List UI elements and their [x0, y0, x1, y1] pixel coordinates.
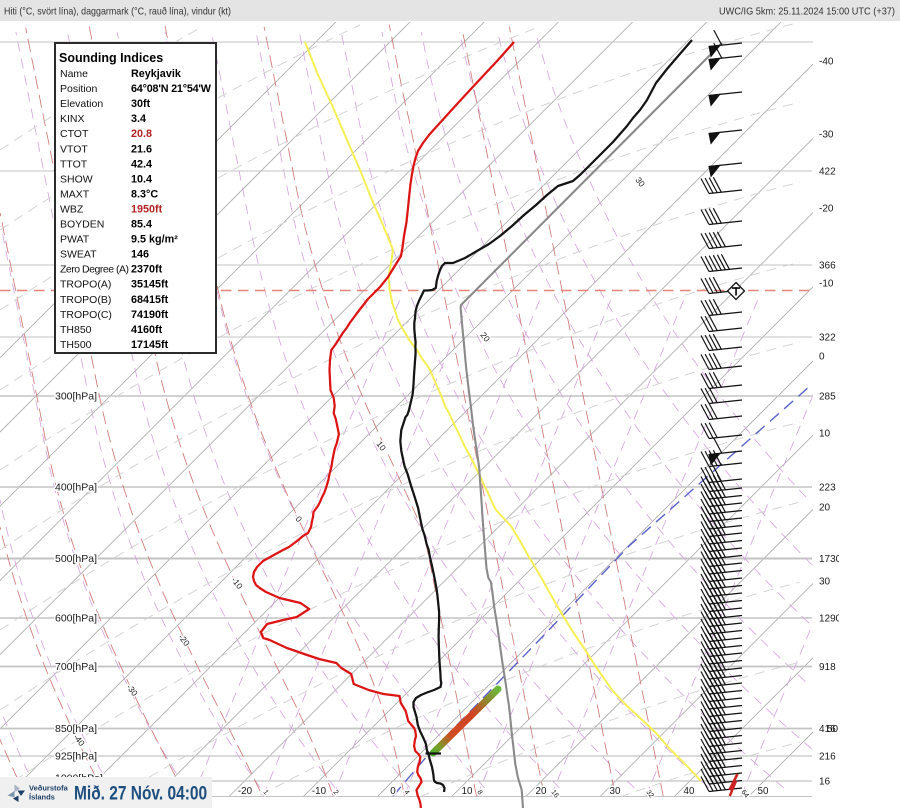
- svg-text:-10: -10: [819, 279, 834, 290]
- svg-text:30ft: 30ft: [131, 98, 151, 110]
- svg-text:68415ft: 68415ft: [131, 294, 169, 306]
- svg-text:300[hPa]: 300[hPa]: [55, 391, 97, 403]
- svg-text:TH850: TH850: [60, 324, 92, 336]
- svg-text:1730: 1730: [819, 554, 842, 565]
- svg-text:30: 30: [819, 577, 831, 588]
- svg-text:MAXT: MAXT: [60, 188, 90, 200]
- svg-text:10.4: 10.4: [131, 173, 152, 185]
- svg-text:1950ft: 1950ft: [131, 203, 163, 215]
- svg-text:Reykjavik: Reykjavik: [131, 68, 182, 80]
- svg-text:10: 10: [462, 786, 473, 797]
- svg-text:925[hPa]: 925[hPa]: [55, 751, 97, 763]
- svg-text:64°08'N 21°54'W: 64°08'N 21°54'W: [131, 83, 212, 95]
- svg-text:UWC/IG 5km: 25.11.2024 15:00 U: UWC/IG 5km: 25.11.2024 15:00 UTC (+37): [719, 6, 895, 18]
- svg-text:700[hPa]: 700[hPa]: [55, 661, 97, 673]
- svg-text:8: 8: [475, 789, 483, 796]
- svg-text:223: 223: [819, 483, 836, 494]
- svg-text:146: 146: [131, 249, 149, 261]
- svg-text:Elevation: Elevation: [60, 98, 103, 110]
- svg-text:-40: -40: [819, 57, 834, 68]
- svg-text:4160ft: 4160ft: [131, 324, 163, 336]
- svg-text:918: 918: [819, 662, 836, 673]
- svg-text:2: 2: [331, 789, 339, 796]
- svg-text:0: 0: [390, 786, 396, 797]
- svg-text:20: 20: [819, 503, 831, 514]
- svg-text:500[hPa]: 500[hPa]: [55, 553, 97, 565]
- svg-text:40: 40: [684, 786, 695, 797]
- svg-text:WBZ: WBZ: [60, 203, 84, 215]
- svg-text:8.3°C: 8.3°C: [131, 188, 158, 200]
- svg-text:Zero Degree (A): Zero Degree (A): [60, 264, 129, 276]
- svg-text:21.6: 21.6: [131, 143, 152, 155]
- svg-text:400[hPa]: 400[hPa]: [55, 482, 97, 494]
- svg-text:30: 30: [610, 786, 621, 797]
- svg-text:1: 1: [261, 789, 269, 796]
- svg-text:20.8: 20.8: [131, 128, 152, 140]
- svg-text:1290: 1290: [819, 614, 842, 625]
- svg-text:0: 0: [819, 352, 825, 363]
- svg-text:2370ft: 2370ft: [131, 264, 163, 276]
- svg-text:-20: -20: [819, 204, 834, 215]
- svg-text:TTOT: TTOT: [60, 158, 88, 170]
- svg-text:285: 285: [819, 392, 836, 403]
- svg-text:Mið. 27 Nóv. 04:00: Mið. 27 Nóv. 04:00: [74, 782, 207, 804]
- svg-text:KINX: KINX: [60, 113, 85, 125]
- svg-text:20: 20: [536, 786, 547, 797]
- svg-text:PWAT: PWAT: [60, 234, 90, 246]
- svg-text:Name: Name: [60, 68, 88, 80]
- svg-text:600[hPa]: 600[hPa]: [55, 613, 97, 625]
- svg-text:SWEAT: SWEAT: [60, 249, 97, 261]
- svg-text:BOYDEN: BOYDEN: [60, 219, 104, 231]
- svg-text:50: 50: [758, 786, 769, 797]
- svg-text:216: 216: [819, 752, 836, 763]
- svg-text:74190ft: 74190ft: [131, 309, 169, 321]
- svg-text:Position: Position: [60, 83, 98, 95]
- svg-text:10: 10: [819, 429, 831, 440]
- svg-text:416: 416: [819, 724, 836, 735]
- svg-text:TH500: TH500: [60, 339, 92, 351]
- svg-text:50: 50: [827, 724, 839, 735]
- svg-text:422: 422: [819, 167, 836, 178]
- svg-text:TROPO(C): TROPO(C): [60, 309, 112, 321]
- svg-text:366: 366: [819, 261, 836, 272]
- svg-text:850[hPa]: 850[hPa]: [55, 723, 97, 735]
- svg-text:TROPO(A): TROPO(A): [60, 279, 111, 291]
- svg-text:3.4: 3.4: [131, 113, 146, 125]
- svg-text:-20: -20: [238, 786, 253, 797]
- svg-text:SHOW: SHOW: [60, 173, 93, 185]
- svg-text:Íslands: Íslands: [29, 793, 55, 802]
- svg-text:VTOT: VTOT: [60, 143, 88, 155]
- svg-text:Hiti (°C, svört lína), daggarm: Hiti (°C, svört lína), daggarmark (°C, r…: [4, 6, 231, 18]
- svg-text:Veðurstofa: Veðurstofa: [29, 784, 69, 793]
- svg-text:-30: -30: [819, 130, 834, 141]
- svg-text:42.4: 42.4: [131, 158, 152, 170]
- svg-text:85.4: 85.4: [131, 219, 152, 231]
- svg-text:9.5 kg/m²: 9.5 kg/m²: [131, 234, 178, 246]
- svg-text:16: 16: [819, 777, 831, 788]
- svg-text:CTOT: CTOT: [60, 128, 89, 140]
- svg-text:35145ft: 35145ft: [131, 279, 169, 291]
- svg-text:17145ft: 17145ft: [131, 339, 169, 351]
- svg-text:-10: -10: [312, 786, 327, 797]
- svg-text:4: 4: [402, 789, 410, 796]
- svg-text:Sounding Indices: Sounding Indices: [59, 51, 163, 65]
- svg-text:TROPO(B): TROPO(B): [60, 294, 111, 306]
- svg-text:322: 322: [819, 333, 836, 344]
